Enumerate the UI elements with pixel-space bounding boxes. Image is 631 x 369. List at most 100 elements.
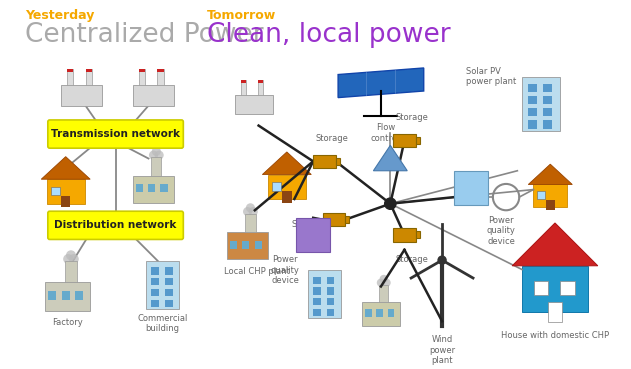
Bar — [322, 213, 345, 227]
Bar — [254, 241, 262, 249]
Circle shape — [149, 151, 158, 160]
Bar — [313, 277, 321, 284]
Bar — [68, 69, 73, 85]
Bar — [86, 69, 92, 72]
FancyBboxPatch shape — [48, 120, 184, 148]
Bar — [313, 155, 336, 168]
Bar — [533, 184, 567, 207]
Bar — [268, 175, 305, 199]
Bar — [165, 289, 172, 296]
Text: House with domestic CHP: House with domestic CHP — [501, 331, 609, 340]
Bar — [326, 287, 334, 295]
Bar — [543, 108, 552, 116]
Text: Factory: Factory — [52, 318, 83, 327]
Bar — [61, 85, 102, 106]
Bar — [139, 69, 145, 72]
Bar — [376, 309, 383, 317]
Bar — [151, 300, 159, 307]
Bar — [61, 196, 71, 207]
Bar — [393, 134, 416, 148]
Bar — [45, 282, 90, 311]
Bar — [151, 157, 162, 176]
Circle shape — [155, 151, 163, 160]
Text: Storage: Storage — [292, 220, 324, 229]
Bar — [543, 120, 552, 129]
Bar — [227, 232, 268, 259]
Bar — [257, 80, 263, 96]
Text: Power
quality
device: Power quality device — [487, 216, 516, 246]
Text: Storage: Storage — [316, 134, 348, 142]
Bar — [365, 309, 372, 317]
Bar — [345, 216, 349, 223]
Bar — [86, 69, 92, 85]
Polygon shape — [512, 223, 598, 266]
Text: Transmission network: Transmission network — [51, 129, 180, 139]
Bar — [76, 291, 83, 300]
Bar — [528, 108, 537, 116]
Bar — [151, 289, 159, 296]
Bar — [336, 158, 339, 165]
Bar — [537, 191, 545, 199]
Bar — [148, 184, 155, 192]
Bar — [235, 96, 273, 114]
Bar — [313, 287, 321, 295]
Bar — [68, 69, 73, 72]
Polygon shape — [41, 157, 90, 179]
Circle shape — [243, 207, 252, 216]
Bar — [151, 267, 159, 275]
Bar — [393, 228, 416, 242]
Bar — [528, 120, 537, 129]
Polygon shape — [528, 164, 572, 184]
Circle shape — [437, 255, 447, 265]
Bar — [136, 184, 143, 192]
Text: Commercial
building: Commercial building — [138, 314, 188, 333]
Bar — [62, 291, 70, 300]
Bar — [165, 300, 172, 307]
Text: Flow
control: Flow control — [371, 123, 400, 142]
Text: Tomorrow: Tomorrow — [207, 9, 276, 22]
Bar — [379, 284, 389, 301]
Circle shape — [249, 207, 258, 216]
Bar — [313, 298, 321, 306]
Bar — [49, 291, 56, 300]
Bar — [66, 261, 76, 282]
FancyBboxPatch shape — [48, 211, 184, 239]
Bar — [257, 80, 263, 83]
Bar — [151, 278, 159, 285]
Circle shape — [152, 147, 161, 156]
Bar — [165, 267, 172, 275]
Circle shape — [382, 279, 391, 287]
Text: Clean, local power: Clean, local power — [207, 22, 451, 48]
Text: Wind
power
plant: Wind power plant — [429, 335, 455, 365]
Bar — [548, 302, 562, 322]
Bar — [230, 241, 237, 249]
Bar — [242, 241, 249, 249]
Bar — [133, 85, 174, 106]
Bar — [528, 96, 537, 104]
Polygon shape — [338, 68, 424, 97]
Circle shape — [380, 275, 388, 283]
Bar — [50, 187, 60, 195]
Bar — [157, 69, 163, 72]
Bar — [522, 77, 560, 131]
Bar — [157, 69, 163, 85]
Text: House: House — [52, 211, 79, 220]
Circle shape — [377, 279, 385, 287]
Polygon shape — [262, 152, 311, 175]
Bar — [245, 214, 256, 232]
Bar — [326, 277, 334, 284]
Circle shape — [63, 254, 73, 264]
Bar — [560, 280, 575, 296]
Bar — [543, 96, 552, 104]
Bar — [528, 84, 537, 92]
Bar — [543, 84, 552, 92]
Bar — [534, 280, 548, 296]
Bar — [326, 298, 334, 306]
Bar — [522, 266, 588, 312]
Polygon shape — [374, 145, 407, 171]
Bar — [308, 270, 341, 318]
Bar — [47, 179, 85, 204]
Circle shape — [385, 198, 396, 209]
Text: Storage: Storage — [396, 255, 428, 265]
Bar — [313, 309, 321, 316]
